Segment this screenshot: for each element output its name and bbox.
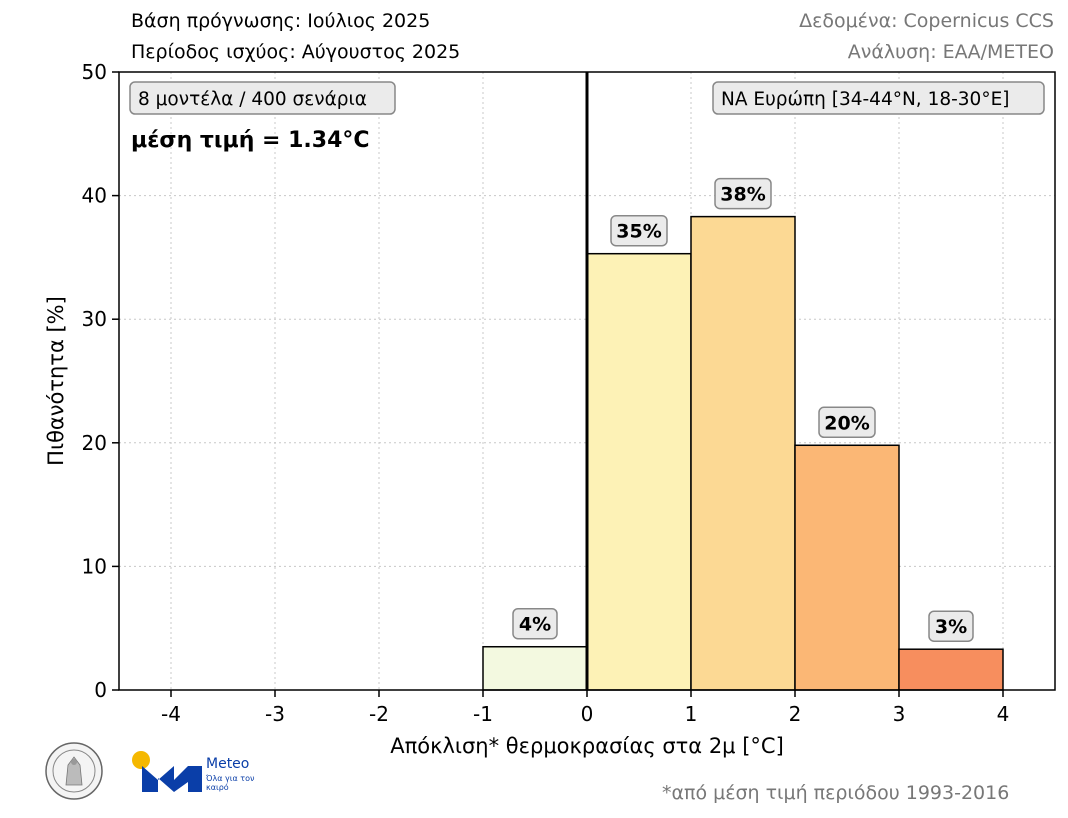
- x-tick-label: 3: [893, 702, 906, 726]
- validity-period-label: Περίοδος ισχύος: Αύγουστος 2025: [131, 41, 461, 63]
- histogram-bar: [690, 215, 796, 691]
- meteo-logo-icon: [132, 751, 202, 792]
- y-tick-label: 50: [82, 60, 107, 84]
- x-tick-label: -1: [473, 702, 493, 726]
- x-tick-label: -4: [161, 702, 181, 726]
- y-tick-label: 10: [82, 554, 107, 578]
- bar-value-label-box: [610, 214, 668, 247]
- x-tick-label: -2: [369, 702, 389, 726]
- analysis-label: Ανάλυση: ΕΑΑ/METEO: [847, 41, 1054, 63]
- data-source-label: Δεδομένα: Copernicus CCS: [799, 10, 1054, 32]
- bar-value-label: 38%: [720, 184, 765, 206]
- x-tick-label: 0: [581, 702, 594, 726]
- bar-value-label: 20%: [824, 412, 869, 434]
- x-tick-label: 4: [997, 702, 1010, 726]
- bar-value-label: 4%: [519, 614, 551, 636]
- y-tick-label: 0: [94, 678, 107, 702]
- bar-value-label-box: [512, 607, 558, 640]
- histogram-bar: [482, 645, 588, 691]
- meteo-logo-tagline: Όλα για τον καιρό: [206, 774, 255, 792]
- histogram-bar: [898, 648, 1004, 691]
- region-box: [712, 81, 1045, 115]
- ensemble-box: [129, 81, 396, 115]
- bar-value-label-box: [818, 406, 876, 439]
- x-tick-label: 2: [789, 702, 802, 726]
- histogram-bar: [586, 252, 692, 691]
- histogram-bar: [794, 444, 900, 691]
- x-tick-label: -3: [265, 702, 285, 726]
- baseline-footnote: *από μέση τιμή περιόδου 1993-2016: [662, 782, 1010, 804]
- x-axis-title: Απόκλιση* θερμοκρασίας στα 2μ [°C]: [390, 734, 784, 758]
- bar-value-label: 3%: [935, 616, 967, 638]
- ensemble-label: 8 μοντέλα / 400 σενάρια: [138, 89, 367, 110]
- bars-group: [482, 215, 1004, 691]
- bar-value-label: 35%: [616, 221, 661, 243]
- y-tick-label: 40: [82, 184, 107, 208]
- y-axis-title: Πιθανότητα [%]: [44, 296, 68, 466]
- y-tick-label: 20: [82, 431, 107, 455]
- x-tick-label: 1: [685, 702, 698, 726]
- y-tick-label: 30: [82, 307, 107, 331]
- region-label: ΝΑ Ευρώπη [34-44°N, 18-30°E]: [721, 89, 1009, 110]
- bar-value-label-box: [928, 610, 974, 642]
- noa-seal-icon: [45, 742, 103, 800]
- value-labels: 4% 35% 38% 20% 3%: [512, 177, 974, 642]
- mean-value-label: μέση τιμή = 1.34°C: [131, 128, 370, 153]
- bar-value-label-box: [714, 177, 772, 210]
- forecast-base-label: Βάση πρόγνωσης: Ιούλιος 2025: [131, 10, 431, 32]
- meteo-logo-name: Meteo: [206, 756, 250, 772]
